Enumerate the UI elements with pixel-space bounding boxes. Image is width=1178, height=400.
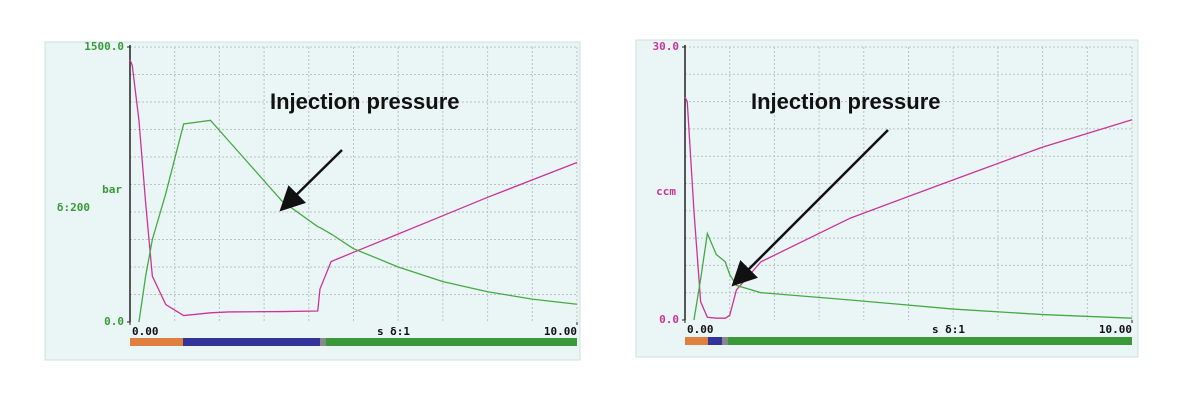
y-tick-label: 0.0 — [659, 313, 679, 326]
phase-bar — [722, 337, 728, 345]
x-tick-label: 10.00 — [544, 325, 577, 338]
y-axis-label: bar — [102, 183, 122, 196]
phase-bar — [708, 337, 722, 345]
x-tick-label: 0.00 — [687, 323, 714, 336]
phase-bar — [130, 338, 183, 346]
phase-bar — [320, 338, 326, 346]
x-tick-label: 10.00 — [1099, 323, 1132, 336]
y-tick-label: 1500.0 — [84, 40, 124, 53]
x-tick-label: 0.00 — [132, 325, 159, 338]
x-axis-label: s δ:1 — [377, 325, 410, 338]
annotation: Injection pressure — [270, 89, 460, 114]
panel — [44, 41, 581, 361]
panel — [635, 39, 1139, 358]
y-axis-label: ccm — [656, 185, 676, 198]
y-tick-label: 30.0 — [653, 40, 680, 53]
line-series — [129, 59, 578, 317]
line-series — [684, 96, 1133, 319]
phase-bar — [326, 338, 577, 346]
annotation-arrow — [279, 149, 343, 212]
line-series — [138, 119, 578, 323]
phase-bar — [728, 337, 1132, 345]
phase-bar — [183, 338, 320, 346]
annotation: Injection pressure — [751, 89, 941, 114]
y-tick-label: 0.0 — [104, 315, 124, 328]
phase-bar — [685, 337, 708, 345]
annotation-arrow — [731, 129, 889, 287]
x-axis-label: s δ:1 — [932, 323, 965, 336]
y-scale-label: δ:200 — [57, 201, 90, 214]
